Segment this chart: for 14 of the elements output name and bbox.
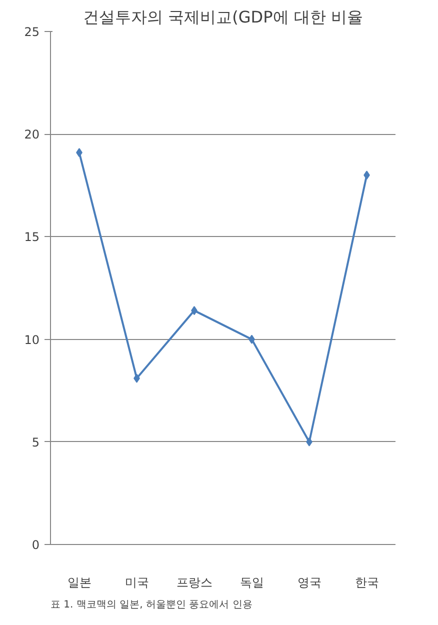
x-tick-label: 영국 bbox=[297, 576, 322, 590]
x-tick-label: 미국 bbox=[124, 576, 149, 590]
x-tick-label: 일본 bbox=[67, 576, 92, 590]
x-tick-label: 프랑스 bbox=[176, 576, 212, 590]
y-tick-label: 10 bbox=[24, 332, 40, 347]
chart-title: 건설투자의 국제비교(GDP에 대한 비율 bbox=[83, 8, 363, 26]
y-tick-label: 15 bbox=[24, 230, 40, 244]
x-tick-label: 독일 bbox=[240, 576, 264, 590]
y-tick-label: 5 bbox=[32, 435, 40, 450]
y-tick-label: 20 bbox=[24, 128, 40, 142]
y-tick-label: 25 bbox=[24, 25, 40, 39]
text: 표 1. 맥코맥의 일본, 허울뿐인 풍요에서 인용 bbox=[50, 600, 252, 610]
x-tick-label: 한국 bbox=[354, 576, 379, 590]
y-tick-label: 0 bbox=[32, 538, 40, 552]
